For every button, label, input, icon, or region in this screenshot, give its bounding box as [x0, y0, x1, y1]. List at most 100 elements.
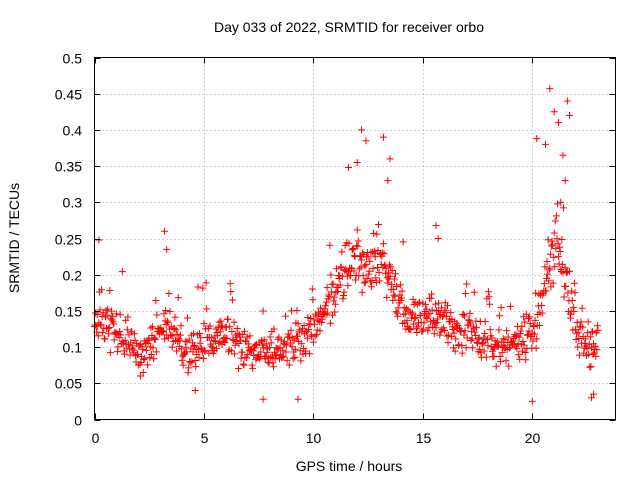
data-point — [164, 319, 172, 327]
data-point — [586, 333, 594, 341]
data-point — [244, 350, 252, 358]
data-point — [461, 327, 469, 335]
data-point — [199, 355, 207, 363]
data-point — [486, 326, 494, 334]
data-point — [358, 256, 366, 264]
data-point — [493, 341, 501, 349]
data-point — [462, 290, 470, 298]
data-point — [430, 330, 438, 338]
data-point — [179, 361, 187, 369]
data-point — [457, 327, 465, 335]
data-point — [145, 335, 153, 343]
data-point — [424, 327, 432, 335]
data-point — [379, 240, 387, 248]
data-point — [103, 311, 111, 319]
data-point — [544, 270, 552, 278]
data-point — [481, 329, 489, 337]
data-point — [201, 347, 209, 355]
data-point — [260, 336, 268, 344]
x-axis-label: GPS time / hours — [296, 458, 403, 474]
data-point — [469, 323, 477, 331]
data-point — [444, 339, 452, 347]
data-point — [153, 311, 161, 319]
data-point — [490, 352, 498, 360]
data-point — [327, 288, 335, 296]
data-point — [360, 279, 368, 287]
y-tick-label: 0.5 — [63, 51, 83, 67]
data-point — [495, 312, 503, 320]
data-point — [348, 246, 356, 254]
data-point — [172, 326, 180, 334]
data-point — [175, 335, 183, 343]
data-point — [535, 322, 543, 330]
data-point — [434, 315, 442, 323]
data-point — [378, 249, 386, 257]
data-point — [442, 306, 450, 314]
data-point — [497, 358, 505, 366]
data-point — [386, 155, 394, 163]
x-tick-label: 10 — [306, 430, 322, 446]
data-point — [364, 253, 372, 261]
data-point — [523, 331, 531, 339]
data-point — [291, 353, 299, 361]
data-point — [569, 303, 577, 311]
data-point — [573, 319, 581, 327]
data-point — [331, 308, 339, 316]
data-point — [538, 309, 546, 317]
data-point — [484, 342, 492, 350]
data-point — [571, 289, 579, 297]
data-point — [390, 275, 398, 283]
data-point — [504, 333, 512, 341]
data-point — [557, 268, 565, 276]
data-point — [478, 339, 486, 347]
data-point — [485, 288, 493, 296]
data-point — [479, 340, 487, 348]
data-point — [185, 364, 193, 372]
data-point — [267, 353, 275, 361]
data-point — [215, 318, 223, 326]
data-point — [400, 310, 408, 318]
data-point — [384, 269, 392, 277]
data-point — [427, 294, 435, 302]
data-point — [407, 326, 415, 334]
data-point — [401, 310, 409, 318]
data-point — [307, 314, 315, 322]
data-point — [213, 345, 221, 353]
data-point — [257, 348, 265, 356]
data-point — [128, 345, 136, 353]
data-point — [255, 353, 263, 361]
data-point — [450, 344, 458, 352]
data-point — [227, 288, 235, 296]
data-point — [432, 324, 440, 332]
data-point — [344, 164, 352, 172]
data-point — [562, 282, 570, 290]
data-point — [468, 335, 476, 343]
data-point — [460, 312, 468, 320]
data-point — [511, 333, 519, 341]
data-point — [423, 305, 431, 313]
data-point — [336, 281, 344, 289]
data-point — [555, 252, 563, 260]
data-point — [330, 293, 338, 301]
data-point — [366, 257, 374, 265]
data-point — [473, 339, 481, 347]
data-point — [514, 340, 522, 348]
data-point — [227, 347, 235, 355]
data-point — [345, 239, 353, 247]
data-point — [425, 324, 433, 332]
data-point — [531, 330, 539, 338]
x-tick-label: 15 — [416, 430, 432, 446]
data-point — [567, 314, 575, 322]
data-point — [182, 348, 190, 356]
data-point — [399, 238, 407, 246]
data-point — [452, 335, 460, 343]
data-point — [492, 362, 500, 370]
data-point — [458, 342, 466, 350]
data-point — [330, 297, 338, 305]
data-point — [161, 335, 169, 343]
data-point — [150, 355, 158, 363]
data-point — [435, 299, 443, 307]
data-point — [431, 300, 439, 308]
data-point — [263, 349, 271, 357]
